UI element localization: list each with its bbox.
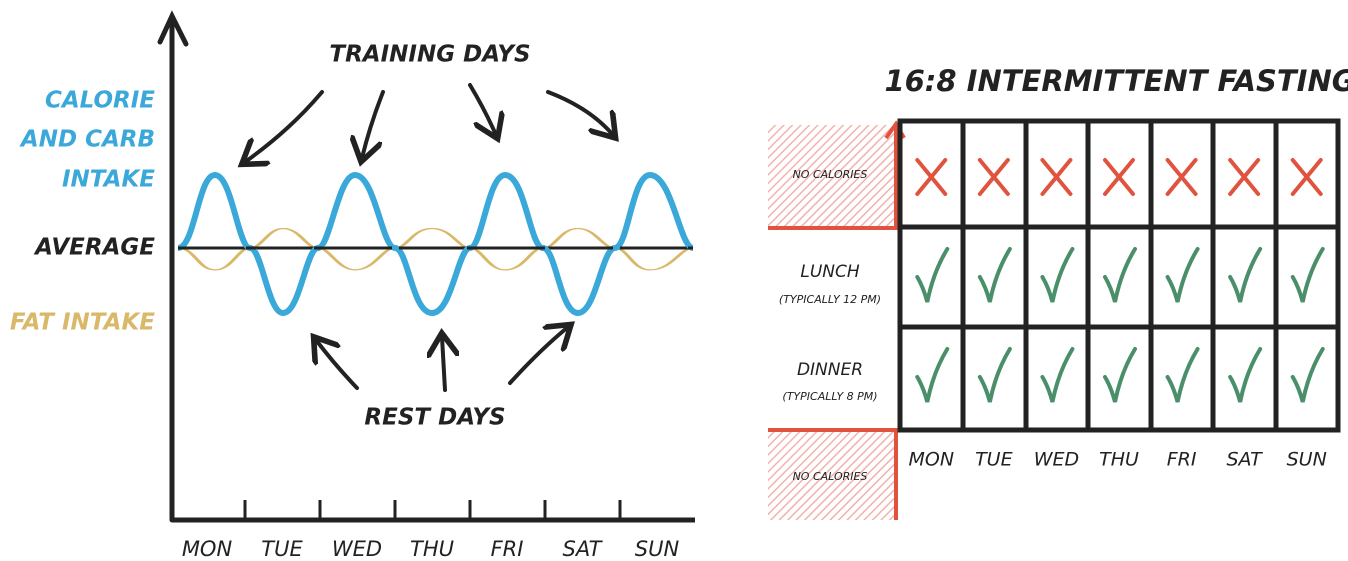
day-label: MON [909, 449, 955, 471]
day-label: SAT [563, 537, 604, 561]
check [1290, 247, 1325, 303]
row-label: DINNER [797, 360, 863, 380]
check [1290, 347, 1325, 403]
cross [1165, 158, 1198, 196]
check [977, 247, 1012, 303]
day-label: TUE [975, 449, 1013, 471]
training-label: TRAINING DAYS [329, 42, 530, 68]
y-axis [157, 10, 189, 523]
cross [1290, 158, 1323, 196]
check [977, 347, 1012, 403]
cross [1040, 158, 1073, 196]
intake-label: AND CARB [19, 127, 155, 153]
row-label: LUNCH [800, 262, 860, 282]
day-label: FRI [1167, 449, 1197, 471]
cross [915, 158, 948, 196]
fat-label: FAT INTAKE [10, 310, 155, 336]
cross [1103, 158, 1135, 196]
table-title: 16:8 INTERMITTENT FASTING [884, 64, 1348, 98]
no-calories: NO CALORIES [793, 470, 868, 483]
grid-frame [897, 118, 1341, 433]
row-note: (TYPICALLY 8 PM) [782, 390, 877, 403]
cross [977, 158, 1010, 196]
hatch [768, 125, 894, 228]
day-label: FRI [491, 537, 524, 561]
day-label: SAT [1226, 449, 1263, 471]
day-label: THU [410, 537, 454, 561]
fasting-table: 16:8 INTERMITTENT FASTING NO CALORIES LU… [768, 64, 1348, 520]
check [1040, 247, 1075, 303]
day-label: WED [332, 537, 382, 561]
average-label: AVERAGE [33, 235, 155, 261]
intake-label: INTAKE [62, 167, 155, 193]
left-diagram: TRAINING DAYS REST DAYS CALORIE AND CARB… [10, 10, 695, 523]
check [1165, 347, 1200, 403]
check [915, 347, 950, 403]
fat-wave [177, 227, 695, 271]
row-note: (TYPICALLY 12 PM) [779, 293, 881, 306]
check [1228, 347, 1263, 403]
arrows [245, 83, 613, 392]
calorie-wave [176, 171, 695, 317]
check [1040, 347, 1075, 403]
no-calories: NO CALORIES [793, 168, 868, 181]
check [1228, 247, 1263, 303]
check [1165, 247, 1200, 303]
day-label: TUE [261, 537, 303, 561]
day-label: THU [1099, 449, 1139, 471]
day-label: MON [182, 537, 233, 561]
day-label: SUN [635, 537, 680, 561]
cross [1228, 158, 1261, 196]
day-ticks [243, 500, 622, 520]
day-label: SUN [1287, 449, 1327, 471]
grid-lines [900, 121, 1338, 430]
check [1103, 347, 1137, 403]
day-label: WED [1034, 449, 1079, 471]
check [915, 247, 950, 303]
check [1103, 247, 1137, 303]
intake-label: CALORIE [45, 88, 155, 114]
rest-label: REST DAYS [364, 405, 505, 431]
hatch [768, 432, 894, 520]
